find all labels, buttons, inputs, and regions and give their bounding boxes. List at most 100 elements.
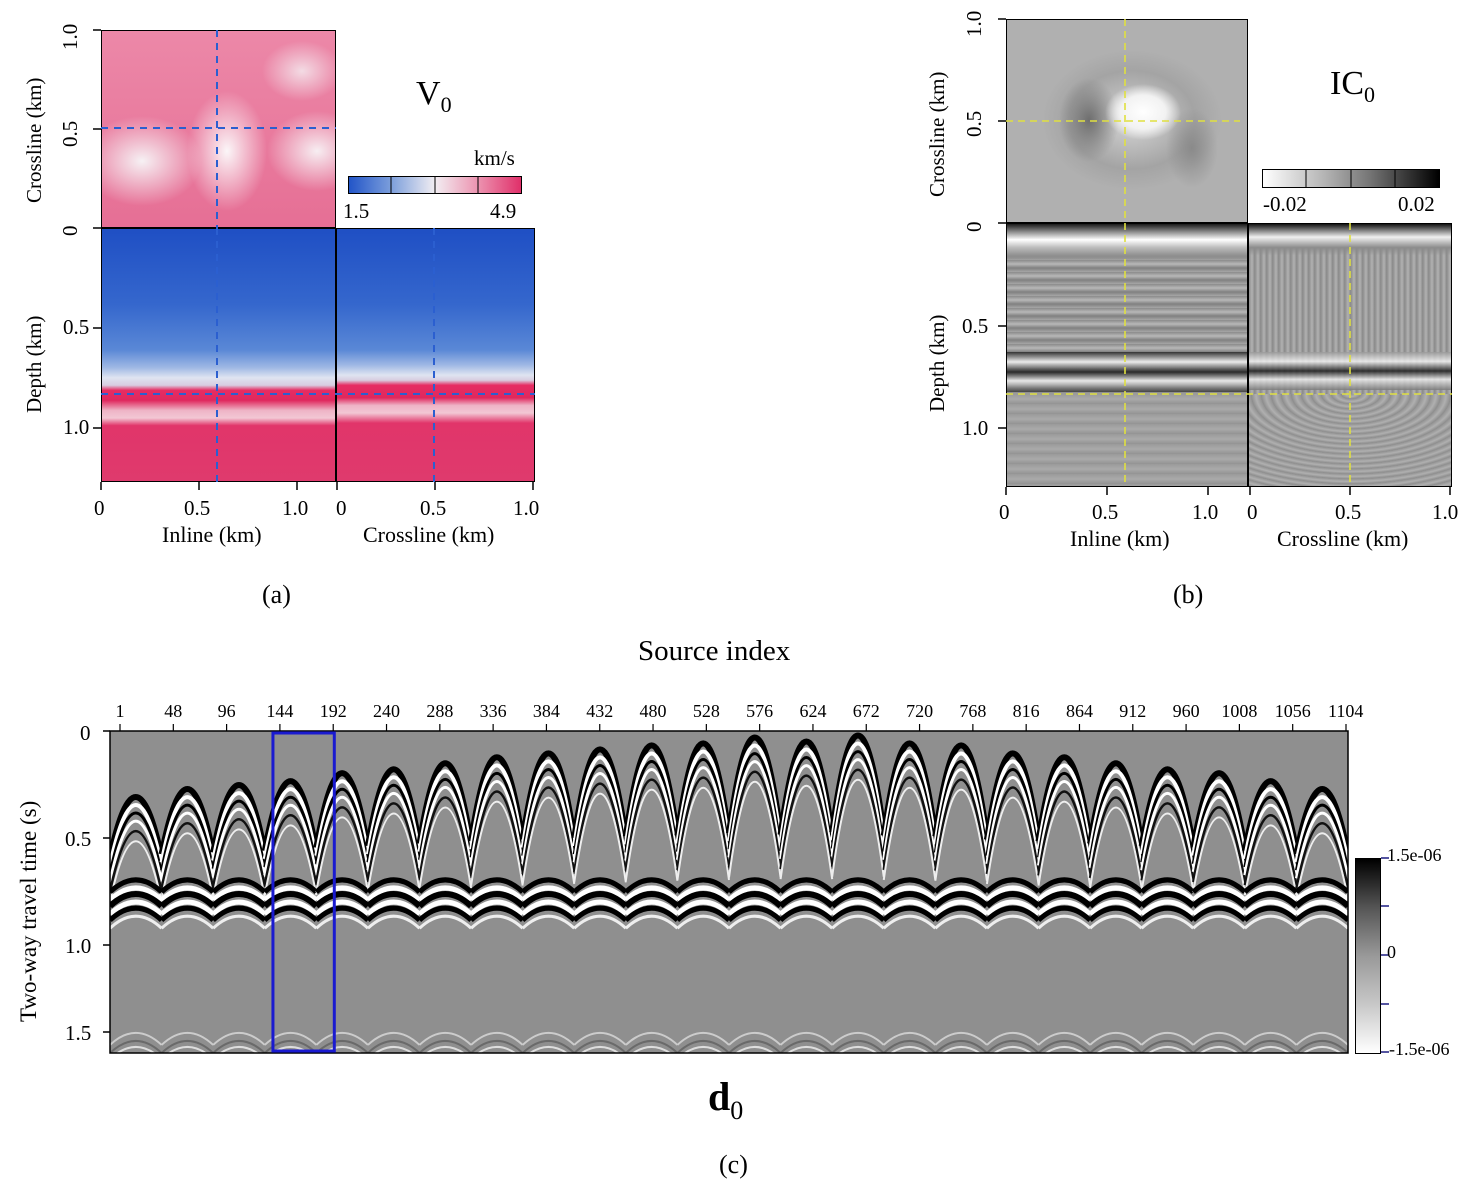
- panel-c-caption: (c): [719, 1150, 748, 1179]
- panel-c-reflection-event: [1243, 914, 1298, 930]
- panel-c-reflection-event: [167, 1046, 208, 1053]
- panel-c-reflection-event: [314, 885, 370, 902]
- panel-c-source-tick-336: 336: [479, 701, 507, 721]
- panel-c-direct-event: [727, 743, 783, 842]
- panel-c-reflection-event: [110, 877, 164, 894]
- panel-c-direct-event: [314, 796, 370, 873]
- panel-c-reflection-event: [469, 905, 525, 923]
- panel-c-reflection-event: [624, 914, 679, 930]
- panel-c-direct-event: [315, 806, 370, 883]
- panel-c-direct-event: [1243, 796, 1298, 868]
- panel-c-shot-gather: [1087, 760, 1145, 1053]
- panel-c-direct-event: [418, 806, 473, 889]
- panel-c-direct-event: [830, 758, 886, 857]
- panel-c-direct-event: [778, 747, 835, 844]
- panel-c-direct-event: [212, 828, 266, 898]
- panel-c-reflection-event: [159, 877, 215, 894]
- panel-c-reflection-event: [631, 1046, 672, 1053]
- panel-c-reflection-event: [882, 899, 938, 917]
- panel-c-reflection-event: [1139, 891, 1196, 909]
- panel-c-reflection-event: [322, 1046, 363, 1053]
- panel-c-reflection-event: [624, 877, 680, 894]
- panel-a-colorbar-unit: km/s: [474, 146, 515, 170]
- panel-c-reflection-event: [315, 1032, 369, 1046]
- panel-c-reflection-event: [1037, 1032, 1091, 1046]
- panel-c-reflection-event: [1037, 1040, 1091, 1053]
- panel-c-reflection-event: [727, 899, 783, 917]
- panel-c-direct-event: [624, 760, 679, 853]
- panel-c-reflection-event: [572, 885, 628, 902]
- panel-c-reflection-event: [728, 1032, 782, 1046]
- panel-b-title: IC0: [1330, 65, 1375, 108]
- panel-c-direct-event: [1088, 777, 1144, 861]
- panel-c-source-tick-48: 48: [164, 701, 183, 721]
- panel-c-direct-event: [365, 775, 422, 855]
- panel-c-direct-event: [110, 829, 163, 892]
- panel-c-title: d0: [708, 1073, 743, 1126]
- panel-a-inline-section: [101, 228, 336, 482]
- panel-c-reflection-event: [831, 1032, 885, 1046]
- panel-c-direct-event: [675, 749, 731, 844]
- panel-c-reflection-event: [623, 891, 680, 909]
- panel-c-source-tick-672: 672: [852, 701, 880, 721]
- panel-c-reflection-event: [1036, 905, 1092, 923]
- panel-c-direct-event: [1037, 771, 1092, 858]
- panel-c-reflection-event: [1036, 891, 1093, 909]
- panel-c-reflection-event: [933, 877, 989, 894]
- panel-c-reflection-event: [1250, 1046, 1291, 1053]
- panel-c-reflection-event: [425, 1046, 466, 1053]
- panel-c-reflection-event: [883, 1040, 937, 1053]
- panel-a-colorbar-ticks: [390, 176, 479, 194]
- panel-b-inline-tick-0.5: 0.5: [1092, 500, 1119, 524]
- panel-c-direct-event: [1036, 763, 1093, 850]
- panel-c-reflection-event: [933, 905, 989, 923]
- panel-c-reflection-event: [219, 1046, 259, 1053]
- panel-b-inline-tick-0: 0: [999, 500, 1010, 524]
- panel-c-source-tick-144: 144: [266, 701, 294, 721]
- panel-c-direct-event: [624, 788, 679, 881]
- panel-c-direct-event: [573, 782, 628, 873]
- panel-c-reflection-event: [779, 1040, 833, 1053]
- panel-c-direct-event: [675, 758, 731, 852]
- panel-c-direct-event: [1243, 824, 1298, 896]
- panel-c-direct-event: [882, 787, 937, 881]
- panel-c-reflection-event: [882, 914, 937, 930]
- panel-c-source-tick-1008: 1008: [1221, 701, 1258, 721]
- panel-c-direct-event: [315, 816, 369, 893]
- panel-c-direct-event: [263, 814, 318, 886]
- panel-c-direct-event: [1191, 779, 1247, 857]
- panel-c-direct-event: [263, 824, 318, 896]
- panel-c-reflection-event: [520, 899, 576, 917]
- panel-c-reflection-event: [1191, 877, 1247, 894]
- panel-c-reflection-event: [115, 1046, 156, 1053]
- panel-c-direct-event: [728, 781, 782, 878]
- panel-c-reflection-event: [418, 1032, 472, 1046]
- panel-c-reflection-event: [1036, 877, 1092, 894]
- panel-c-source-tick-384: 384: [532, 701, 560, 721]
- panel-c-reflection-event: [211, 891, 267, 909]
- panel-c-reflection-event: [159, 891, 216, 909]
- panel-c-reflection-event: [417, 899, 473, 917]
- panel-b-inline-tick-1.0: 1.0: [1192, 500, 1219, 524]
- panel-c-reflection-event: [1095, 1046, 1136, 1053]
- panel-c-reflection-event: [933, 885, 989, 902]
- panel-c-direct-event: [1295, 821, 1348, 889]
- panel-c-direct-event: [624, 778, 679, 871]
- panel-c-shot-gather: [1293, 786, 1348, 1053]
- panel-c-direct-event: [882, 776, 937, 871]
- panel-c-reflection-event: [675, 899, 731, 917]
- panel-c-reflection-event: [159, 885, 215, 902]
- panel-c-reflection-event: [984, 891, 1041, 909]
- panel-c-direct-event: [520, 759, 577, 849]
- panel-c-shot-gather: [313, 770, 371, 1053]
- panel-c-direct-event: [211, 799, 267, 869]
- panel-c-direct-event: [934, 778, 989, 871]
- panel-c-direct-event: [882, 766, 937, 861]
- panel-c-reflection-event: [778, 905, 834, 923]
- panel-c-reflection-event: [314, 891, 370, 909]
- panel-c-source-tick-288: 288: [426, 701, 454, 721]
- panel-c-direct-event: [417, 769, 474, 853]
- panel-b-colorbar-max: 0.02: [1398, 192, 1435, 216]
- panel-c-direct-event: [573, 792, 627, 883]
